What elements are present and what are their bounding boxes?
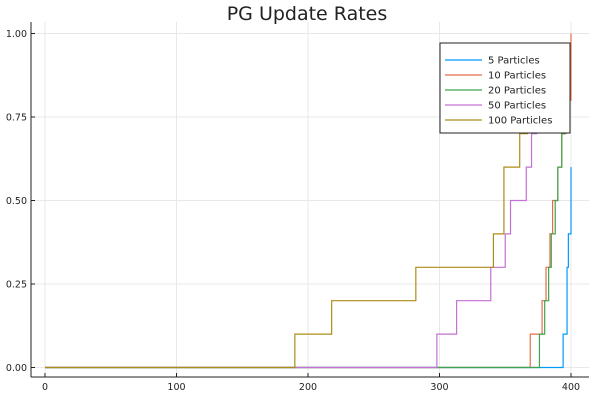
x-tick-label: 0	[42, 382, 48, 393]
legend: 5 Particles 10 Particles 20 Particles 50 Pa…	[439, 42, 571, 134]
y-tick-label: 0.50	[6, 196, 27, 207]
y-tick-label: 0.25	[6, 280, 27, 291]
legend-label: 5 Particles	[488, 56, 540, 67]
x-tick-label: 200	[299, 382, 317, 393]
series-line-1	[45, 167, 572, 369]
series-line-3	[45, 66, 571, 369]
tick-layer: 0 100 200 300 400 0.00 0.25 0.50 0.75 1.00	[6, 29, 580, 393]
legend-label: 100 Particles	[488, 116, 552, 127]
y-tick-label: 0.00	[6, 363, 27, 374]
legend-box	[439, 42, 571, 134]
legend-label: 50 Particles	[488, 101, 546, 112]
legend-label: 10 Particles	[488, 71, 546, 82]
legend-label: 20 Particles	[488, 86, 546, 97]
axis-layer	[30, 22, 589, 378]
x-tick-label: 300	[430, 382, 448, 393]
y-tick-label: 1.00	[6, 29, 27, 40]
chart-title: PG Update Rates	[227, 3, 388, 25]
y-tick-label: 0.75	[6, 113, 27, 124]
x-tick-label: 100	[167, 382, 185, 393]
x-tick-label: 400	[562, 382, 580, 393]
series-line-4	[45, 66, 543, 369]
